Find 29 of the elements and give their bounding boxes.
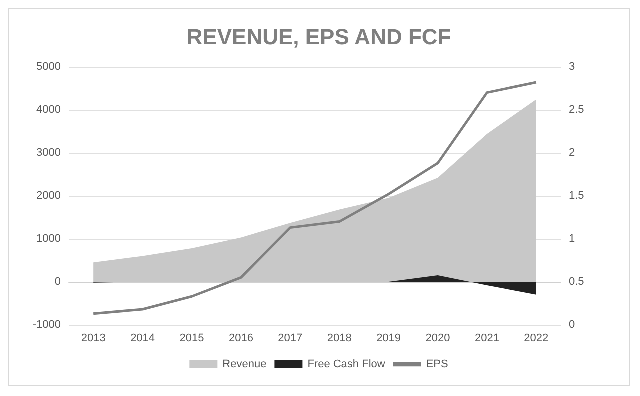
x-tick-label: 2020 [426, 332, 450, 344]
x-tick-label: 2019 [376, 332, 402, 344]
legend-label: Revenue [222, 358, 267, 370]
x-tick-label: 2018 [327, 332, 352, 344]
y-tick-label: 3000 [36, 147, 61, 159]
x-tick-label: 2015 [180, 332, 204, 344]
x-tick-label: 2022 [524, 332, 549, 344]
x-tick-label: 2014 [130, 332, 156, 344]
y-tick-label: 1000 [36, 233, 61, 245]
legend-label: Free Cash Flow [308, 358, 386, 370]
y-tick-label: 5000 [36, 61, 61, 73]
x-tick-label: 2013 [81, 332, 106, 344]
y2-tick-label: 2 [569, 147, 576, 159]
line-series [92, 81, 538, 316]
y2-tick-label: 1 [569, 233, 576, 245]
legend-label: EPS [426, 358, 448, 370]
y2-tick-label: 0.5 [569, 276, 584, 288]
y-tick-label: 4000 [36, 104, 61, 116]
y-tick-label: 0 [54, 276, 61, 288]
y2-tick-label: 1.5 [569, 190, 584, 202]
x-tick-label: 2016 [228, 332, 254, 344]
x-tick-label: 2017 [278, 332, 303, 344]
y-tick-label: -1000 [32, 319, 61, 331]
y2-tick-label: 0 [569, 319, 576, 331]
y2-tick-label: 3 [569, 61, 576, 73]
x-tick-label: 2021 [474, 332, 500, 344]
y-tick-label: 2000 [36, 190, 61, 202]
chart-title: REVENUE, EPS AND FCF [186, 24, 452, 50]
y2-tick-label: 2.5 [569, 104, 584, 116]
